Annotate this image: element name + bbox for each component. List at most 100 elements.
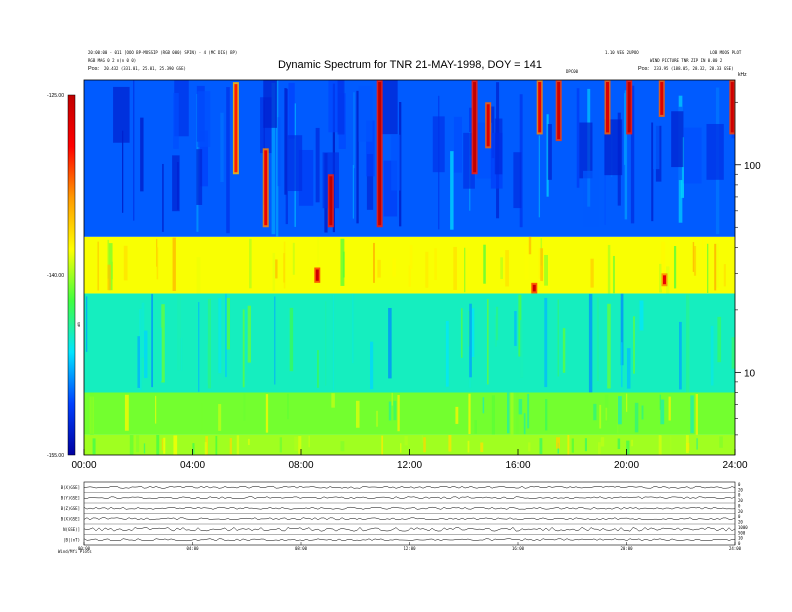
freq-unit-label: kHz (738, 72, 747, 78)
spectrum-striation (588, 293, 593, 393)
spectrum-striation (620, 293, 624, 366)
spectrum-striation (633, 316, 635, 374)
burst-core (473, 82, 477, 173)
panel-right-tick-label: 10 (738, 536, 743, 541)
spectrum-striation (340, 441, 345, 452)
x-tick-label: 04:00 (180, 460, 205, 471)
spectrum-striation (717, 316, 722, 363)
spectrum-striation (469, 303, 472, 378)
panel-label: B(Y)GSE] (61, 495, 80, 500)
x-axis: 00:00 04:00 08:00 12:00 16:00 20:00 24:00 (71, 449, 748, 471)
panel-label: B(X)GSE] (61, 516, 80, 521)
header-right-pos-value: 233.95 (188.05, 28.32, 28.33 GSE) (654, 66, 733, 71)
x-tick-label: 08:00 (288, 460, 313, 471)
spectrum-striation (243, 393, 246, 421)
panel-right-tick-label: 0 (738, 503, 741, 508)
spectrum-striation (156, 434, 160, 455)
spectrum-striation (353, 92, 355, 169)
colorbar: -125.00 -140.00 -155.00 dB (47, 93, 81, 459)
spectrum-striation (331, 393, 335, 408)
spectrum-striation (159, 327, 162, 382)
spectrum-striation (218, 298, 222, 374)
spectrum-striation (719, 436, 723, 448)
spectrum-striation (538, 135, 541, 218)
spectrum-striation (275, 259, 278, 279)
spectrum-striation (236, 435, 240, 455)
spectrum-striation (634, 402, 639, 433)
panel-traces (83, 485, 736, 542)
spectrum-striation (107, 239, 109, 279)
spectrum-striation (673, 246, 677, 289)
spectrum-striation (716, 243, 719, 288)
spectrum-striation (669, 435, 672, 455)
spectrum-striation (639, 300, 644, 331)
spectrum-striation (393, 400, 397, 421)
panel-labels: B(X)GSE] B(Y)GSE] B(Z)GSE] B(X)GSE] N(GSE)] |… (61, 485, 80, 543)
panel-x-tick-label: 24:00 (729, 546, 742, 551)
colorbar-tick-top: -125.00 (47, 93, 64, 99)
spectrum-striation (381, 435, 384, 455)
spectrum-striation (556, 437, 561, 449)
header-left-pos-label: Pos: (88, 66, 99, 72)
spectrum-striation (139, 308, 142, 390)
spectrum-striation (129, 435, 134, 455)
panel-x-ticks: 00:00 04:00 08:00 12:00 16:00 20:00 24:00 (78, 542, 742, 551)
spectrum-striation (686, 294, 690, 393)
spectrum-striation (215, 435, 218, 455)
spectrum-striation (710, 325, 714, 386)
spectrum-striation (356, 90, 359, 224)
spectrum-striation (464, 247, 466, 293)
panels-footer: Wind/Mfi Plots (58, 549, 92, 554)
panel-x-tick-label: 16:00 (512, 546, 525, 551)
spectrum-striation (275, 80, 279, 237)
spectrum-striation (468, 393, 471, 435)
spectrum-striation (490, 106, 495, 159)
spectrum-striation (507, 392, 510, 434)
spectrum-patch (113, 86, 130, 143)
spectrum-striation (271, 82, 276, 235)
spectrum-patch (263, 80, 278, 128)
spectrum-striation (247, 305, 251, 363)
panel-right-tick-label: 20 (738, 509, 743, 514)
spectrum-striation (714, 243, 717, 291)
spectrum-striation (680, 137, 685, 198)
spectrum-striation (576, 88, 580, 188)
spectrum-striation (482, 397, 485, 414)
spectrum-striation (597, 442, 601, 455)
spectrum-striation (151, 293, 154, 388)
panel-x-tick-label: 00:00 (78, 546, 91, 551)
spectrum-striation (434, 248, 437, 280)
colorbar-strip (67, 94, 76, 456)
spectrum-striation (518, 398, 523, 415)
spectrum-striation (599, 404, 602, 429)
panel-trace (83, 496, 736, 500)
colorbar-tick-bottom: -155.00 (47, 453, 64, 459)
spectrum-striation (659, 263, 662, 293)
spectrum-striation (404, 436, 408, 446)
spectrum-striation (277, 117, 281, 187)
spectrum-striation (527, 393, 530, 429)
panel-right-tick-label: 0 (738, 514, 741, 519)
spectrum-patch (196, 149, 203, 205)
spectrum-striation (624, 90, 628, 220)
spectrum-striation (388, 307, 392, 379)
spectrum-striation (607, 303, 611, 389)
spectrum-striation (595, 441, 598, 452)
panel-x-tick-label: 12:00 (403, 546, 416, 551)
spectrum-striation (557, 299, 559, 377)
spectrum-striation (143, 443, 146, 454)
spectrum-striation (661, 241, 666, 290)
spectrum-striation (201, 403, 203, 430)
spectrum-striation (540, 248, 544, 282)
spectrum-striation (376, 410, 379, 427)
spectrum-striation (461, 308, 463, 358)
spectrum-striation (518, 294, 522, 357)
panel-trace (83, 506, 736, 510)
y-tick-label: 100 (744, 161, 761, 172)
spectrum-patch (671, 111, 684, 168)
header-right-line3: WIND PICTURE TNR ZIP IN 0.00 2 (650, 58, 723, 63)
spectrum-striation (340, 238, 345, 286)
spectrum-striation (90, 392, 94, 435)
spectrum-striation (220, 112, 224, 183)
